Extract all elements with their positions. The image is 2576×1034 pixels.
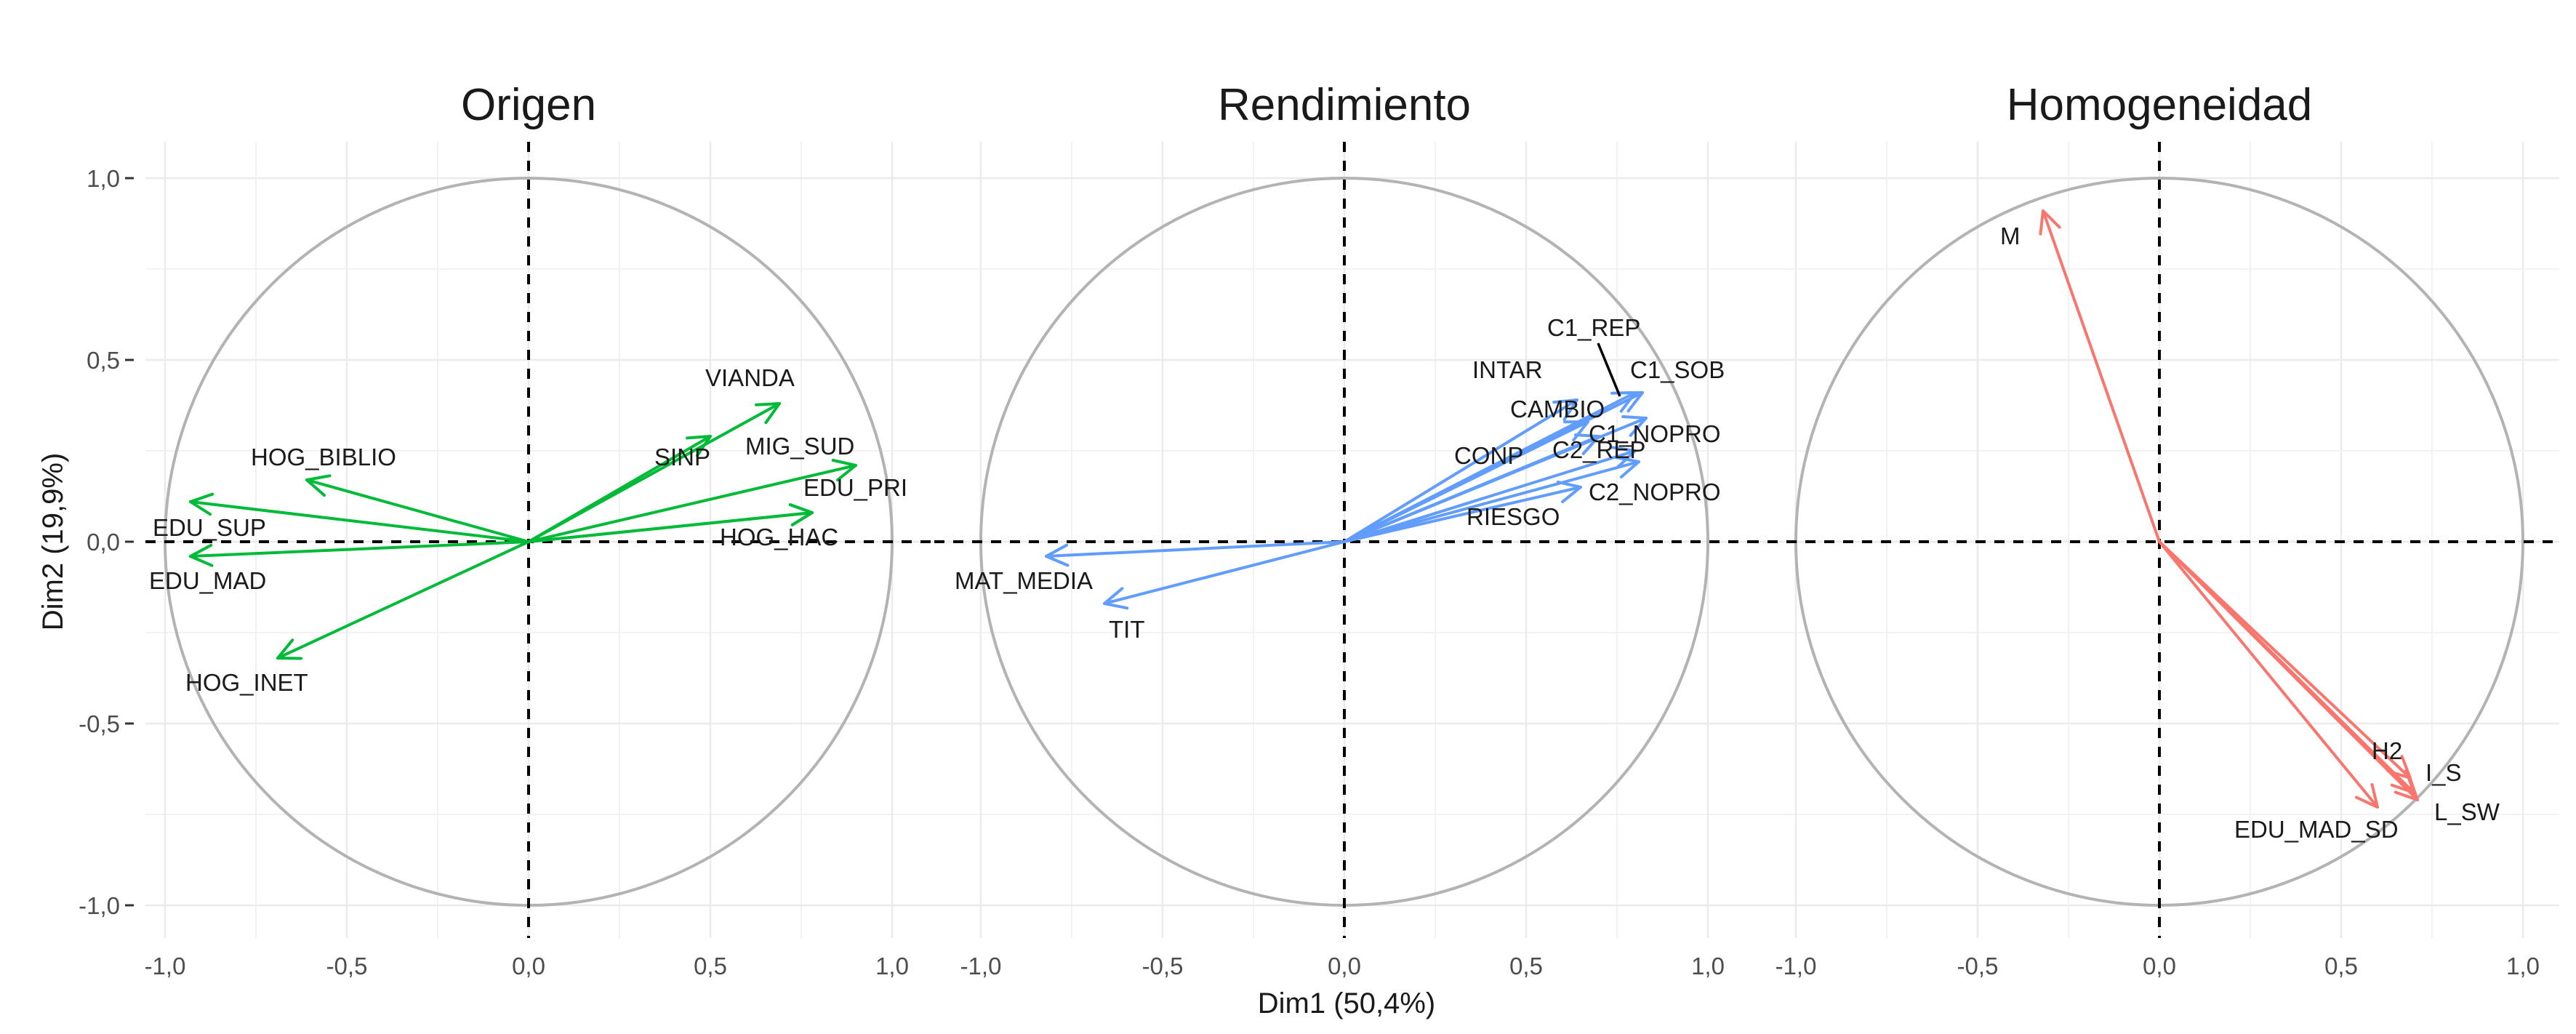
vector-arrow-sinp <box>527 435 712 543</box>
x-tick-label: -1,0 <box>1775 953 1817 979</box>
arrowhead-m <box>2039 209 2061 236</box>
y-tick-label: 0,5 <box>87 347 120 374</box>
arrowhead-edu-sup <box>189 492 214 516</box>
x-tick-label: 0,5 <box>2324 953 2358 979</box>
vector-arrow-c2-rep <box>1343 449 1637 543</box>
vector-label-edu-sup: EDU_SUP <box>153 514 266 541</box>
vector-labels-layer: VIANDA SINP MIG_SUD EDU_PRI HOG_HAC HOG_BIBLI… <box>149 223 2500 843</box>
vector-label-hog-inet: HOG_INET <box>185 669 308 696</box>
vector-label-c2-rep: C2_REP <box>1552 436 1645 463</box>
arrowhead-c2-nopro <box>1614 456 1640 478</box>
vector-label-edu-mad: EDU_MAD <box>149 567 266 594</box>
x-axis-title: Dim1 (50,4%) <box>1258 987 1436 1019</box>
vector-arrow-mat-media <box>1045 540 1346 558</box>
tick-labels-layer: -1,0 -0,5 0,0 0,5 1,0 -1,0 -0,5 0,0 0,5 1,0 -1,0 -0… <box>79 165 2540 979</box>
vector-label-h2: H2 <box>2372 737 2402 764</box>
vector-label-riesgo: RIESGO <box>1466 503 1560 530</box>
y-tick-label: -0,5 <box>79 710 120 737</box>
arrowhead-hog-biblio <box>305 474 332 497</box>
x-tick-label: 0,0 <box>1328 953 1361 979</box>
vector-arrow-edu-mad <box>189 540 530 558</box>
x-tick-label: 0,5 <box>1509 953 1543 979</box>
arrowhead-c1-sob <box>1618 391 1644 413</box>
panel-title-homogeneidad: Homogeneidad <box>2007 80 2313 130</box>
x-tick-label: -1,0 <box>960 953 1002 979</box>
arrowhead-l-sw <box>2394 776 2419 801</box>
arrowhead-tit <box>1103 587 1129 610</box>
x-tick-label: 1,0 <box>875 953 909 979</box>
y-tick-label: -1,0 <box>79 892 120 919</box>
vector-arrow-hog-biblio <box>305 478 530 543</box>
y-tick-label: 1,0 <box>87 165 120 192</box>
vector-label-l-sw: L_SW <box>2434 798 2500 825</box>
arrowhead-conp <box>1574 433 1600 455</box>
arrowhead-edu-mad-sd <box>2354 782 2379 809</box>
arrowhead-mig-sud <box>831 458 857 482</box>
x-tick-label: 0,0 <box>2143 953 2176 979</box>
vector-label-hog-biblio: HOG_BIBLIO <box>251 444 396 470</box>
arrowhead-mat-media <box>1045 543 1070 567</box>
y-axis-title: Dim2 (19,9%) <box>37 453 69 631</box>
vector-label-hog-hac: HOG_HAC <box>720 524 838 550</box>
x-tick-label: 0,0 <box>512 953 545 979</box>
vector-label-i-s: I_S <box>2425 759 2462 786</box>
arrowhead-sinp <box>686 435 712 457</box>
label-leader-line-c1-rep <box>1597 342 1621 397</box>
x-tick-label: 1,0 <box>2506 953 2540 979</box>
y-tick-label: 0,0 <box>87 529 120 556</box>
vector-label-cambio: CAMBIO <box>1510 396 1605 422</box>
vector-arrow-hog-hac <box>527 511 814 543</box>
vector-arrow-conp <box>1343 435 1600 543</box>
vector-arrow-riesgo <box>1343 486 1582 543</box>
vector-label-conp: CONP <box>1454 442 1523 469</box>
vector-arrow-edu-mad-sd <box>2158 540 2379 809</box>
vectors-layer <box>189 209 2419 809</box>
vector-label-c2-nopro: C2_NOPRO <box>1589 478 1721 505</box>
arrowhead-intar <box>1552 398 1578 421</box>
vector-arrow-c2-nopro <box>1343 460 1640 543</box>
panel-titles-layer: Origen Rendimiento Homogeneidad <box>461 80 2312 130</box>
vector-label-c1-nopro: C1_NOPRO <box>1589 420 1721 447</box>
panel-title-rendimiento: Rendimiento <box>1218 80 1471 130</box>
arrowhead-hog-hac <box>788 503 814 526</box>
vector-arrow-cambio <box>1343 420 1589 543</box>
vector-label-c1-sob: C1_SOB <box>1630 356 1725 383</box>
vector-arrow-l-sw <box>2158 540 2419 801</box>
vector-arrow-m <box>2042 209 2161 543</box>
vector-arrow-hog-inet <box>276 540 530 660</box>
x-tick-label: -0,5 <box>1142 953 1184 979</box>
vector-label-vianda: VIANDA <box>705 364 795 391</box>
x-tick-label: -0,5 <box>1957 953 1999 979</box>
arrowhead-riesgo <box>1556 480 1582 504</box>
arrowhead-c2-rep <box>1610 446 1637 468</box>
vector-label-mat-media: MAT_MEDIA <box>955 567 1093 594</box>
arrowhead-hog-inet <box>276 638 302 660</box>
vector-label-intar: INTAR <box>1472 356 1543 383</box>
arrowhead-vianda <box>755 402 781 425</box>
vector-arrow-intar <box>1343 398 1578 543</box>
vector-label-tit: TIT <box>1109 616 1144 643</box>
vector-label-m: M <box>2000 223 2021 249</box>
vector-label-edu-mad-sd: EDU_MAD_SD <box>2234 816 2399 843</box>
vector-arrow-edu-sup <box>189 500 530 543</box>
vector-label-c1-rep: C1_REP <box>1547 314 1640 341</box>
panel-title-origen: Origen <box>461 80 596 130</box>
x-tick-label: -0,5 <box>326 953 368 979</box>
vector-label-edu-pri: EDU_PRI <box>803 474 907 501</box>
vector-label-sinp: SINP <box>654 444 710 470</box>
vector-arrow-mig-sud <box>527 464 857 543</box>
x-tick-label: 0,5 <box>694 953 727 979</box>
vector-label-mig-sud: MIG_SUD <box>745 433 854 460</box>
x-tick-label: 1,0 <box>1691 953 1725 979</box>
arrowhead-c1-nopro <box>1621 415 1648 437</box>
arrowhead-edu-mad <box>189 543 214 567</box>
vector-arrow-tit <box>1103 540 1346 605</box>
x-tick-label: -1,0 <box>145 953 186 979</box>
